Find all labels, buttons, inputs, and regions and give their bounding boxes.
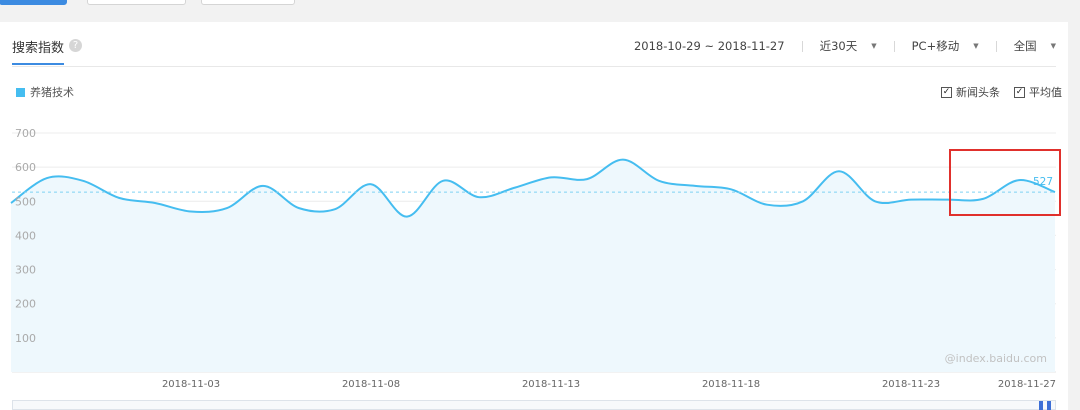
checkbox-checked-icon[interactable]: ✓ (1014, 86, 1025, 98)
x-tick-label: 2018-11-13 (522, 379, 580, 390)
x-tick-label: 2018-11-08 (342, 379, 400, 390)
top-tabs (0, 0, 1080, 22)
series-area (11, 159, 1055, 372)
y-tick-label: 400 (15, 229, 36, 242)
news-headlines-label: 新闻头条 (956, 86, 1000, 99)
news-headlines-toggle[interactable]: ✓ 新闻头条 (941, 84, 1000, 100)
series-line (10, 158, 1056, 218)
y-tick-label: 700 (15, 127, 36, 140)
y-tick-label: 200 (15, 298, 36, 311)
watermark: @index.baidu.com (945, 352, 1047, 365)
range-scrollbar[interactable] (12, 400, 1056, 410)
divider (893, 40, 895, 52)
divider (995, 40, 997, 52)
tab-3[interactable] (201, 0, 295, 5)
y-tick-label: 300 (15, 264, 36, 277)
period-label: 近30天 (819, 39, 858, 53)
filter-controls: 2018-10-29 ~ 2018-11-27 近30天 ▼ PC+移动 ▼ 全国 ▼ (634, 38, 1056, 54)
divider (801, 40, 803, 52)
checkbox-checked-icon[interactable]: ✓ (941, 86, 952, 98)
x-tick-label: 2018-11-18 (702, 379, 760, 390)
x-tick-label: 2018-11-23 (882, 379, 940, 390)
tab-1[interactable] (0, 0, 67, 5)
y-tick-label: 600 (15, 161, 36, 174)
average-toggle[interactable]: ✓ 平均值 (1014, 84, 1062, 100)
title-underline (12, 63, 64, 65)
average-label: 平均值 (1029, 86, 1062, 99)
y-tick-label: 500 (15, 195, 36, 208)
date-range-text[interactable]: 2018-10-29 ~ 2018-11-27 (633, 39, 785, 53)
legend-swatch (16, 87, 25, 97)
device-dropdown[interactable]: PC+移动 ▼ (912, 38, 979, 54)
range-handle-right[interactable] (1047, 401, 1051, 410)
chart-options: ✓ 新闻头条 ✓ 平均值 (927, 84, 1062, 100)
region-dropdown[interactable]: 全国 ▼ (1014, 38, 1056, 54)
device-label: PC+移动 (911, 39, 960, 53)
help-icon[interactable]: ? (69, 39, 82, 52)
caret-down-icon: ▼ (871, 42, 877, 50)
range-handle-left[interactable] (1039, 401, 1043, 410)
region-label: 全国 (1013, 39, 1037, 53)
period-dropdown[interactable]: 近30天 ▼ (820, 38, 877, 54)
chart-legend[interactable]: 养猪技术 (16, 84, 74, 100)
highlight-box (949, 149, 1061, 216)
legend-label: 养猪技术 (30, 86, 74, 99)
last-value-label: 527 (1033, 176, 1053, 188)
tab-2[interactable] (87, 0, 186, 5)
x-tick-label: 2018-11-03 (162, 379, 220, 390)
y-tick-label: 100 (15, 332, 36, 345)
search-index-chart: 100 200 300 400 500 600 700 2018-11-03 2018-11-0… (10, 127, 1061, 390)
panel-header: 搜索指数 ? 2018-10-29 ~ 2018-11-27 近30天 ▼ PC+… (12, 22, 1056, 67)
panel-title: 搜索指数 (12, 41, 65, 56)
caret-down-icon: ▼ (973, 42, 979, 50)
x-tick-label: 2018-11-27 (998, 379, 1056, 390)
caret-down-icon: ▼ (1050, 42, 1056, 50)
